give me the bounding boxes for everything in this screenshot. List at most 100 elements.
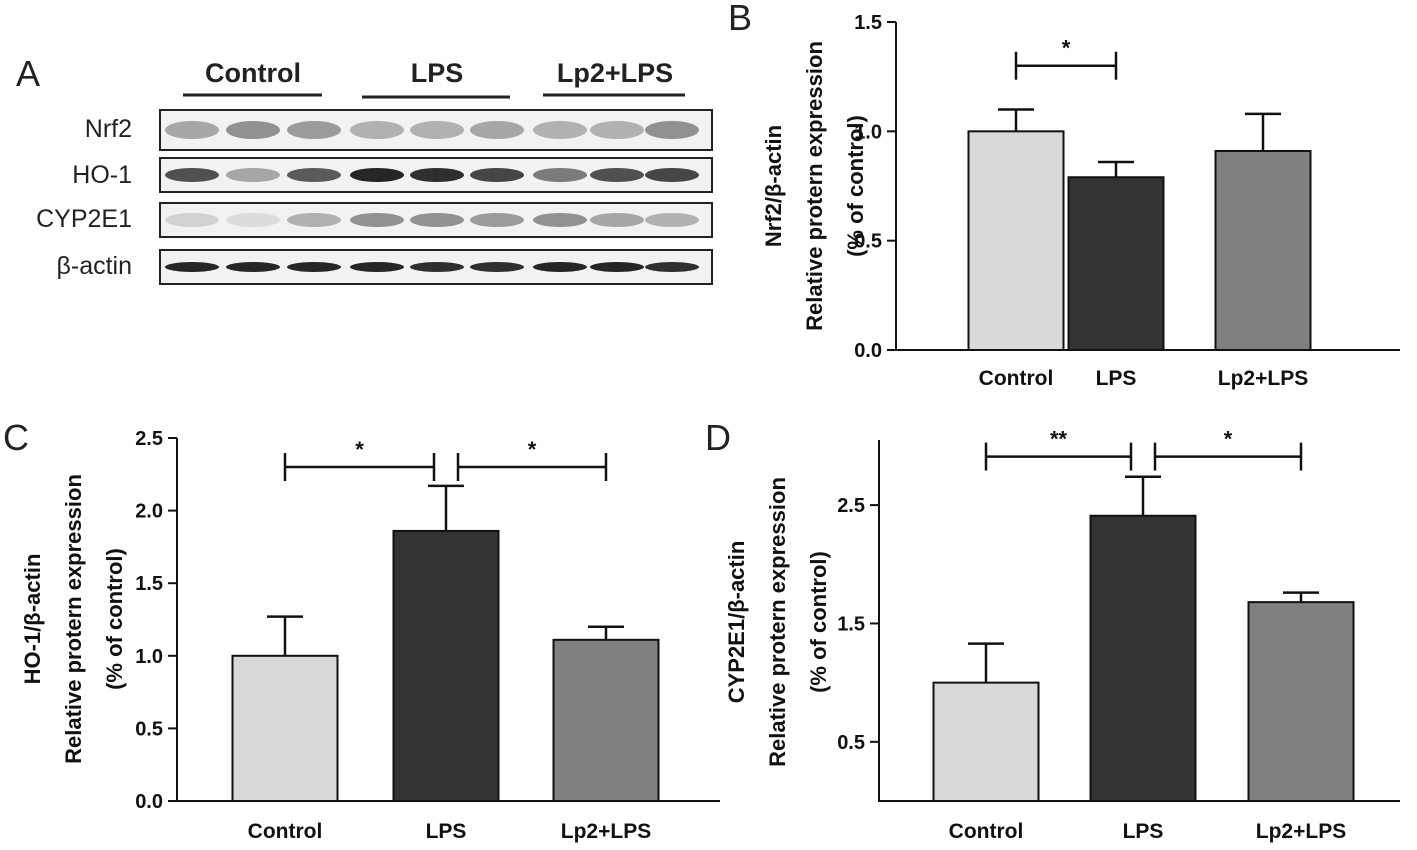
chart-c-ho1: C 0.0 0.5 1.0 1.5 2.0 2.5 HO-1/β-actin Relative …: [3, 417, 720, 843]
chart-d-category-label-control: Control: [949, 820, 1024, 843]
chart-d-sig-label-1: *: [1224, 427, 1233, 452]
chart-b-ytick-label-0: 0.0: [854, 340, 882, 362]
blot-band-beta-actin-lane-7: [533, 262, 587, 272]
chart-c-ytick-label-4: 2.0: [135, 501, 163, 523]
blot-band-ho-1-lane-9: [645, 168, 699, 182]
blot-band-ho-1-lane-3: [287, 168, 341, 182]
blot-band-ho-1-lane-6: [470, 168, 524, 182]
blot-band-nrf2-lane-8: [590, 121, 644, 139]
chart-c-category-label-control: Control: [248, 820, 323, 843]
chart-b-category-label-lps: LPS: [1096, 367, 1137, 390]
blot-band-cyp2e1-lane-7: [533, 213, 587, 227]
blot-row-label-beta-actin: β-actin: [56, 252, 132, 280]
chart-c-bar-lps: [392, 529, 500, 802]
blot-group-label-lps: LPS: [411, 58, 464, 88]
blot-band-ho-1-lane-1: [165, 168, 219, 182]
chart-b-panel-letter: B: [728, 0, 752, 38]
chart-d-category-label-lps: LPS: [1123, 820, 1164, 843]
blot-band-cyp2e1-lane-8: [590, 213, 644, 227]
blot-band-cyp2e1-lane-9: [645, 213, 699, 227]
chart-b-bar-lp2-lps: [1214, 150, 1312, 351]
blot-row-label-cyp2e1: CYP2E1: [36, 205, 132, 233]
blot-band-ho-1-lane-2: [226, 168, 280, 182]
blot-band-cyp2e1-lane-3: [287, 213, 341, 227]
blot-band-nrf2-lane-1: [165, 121, 219, 139]
chart-b-nrf2: B 0.0 0.5 1.0 1.5 Nrf2/β-actin Relative proter…: [728, 0, 1400, 390]
chart-d-cyp2e1: D 0.5 1.5 2.5 CYP2E1/β-actin Relative protern…: [705, 417, 1400, 843]
blot-band-beta-actin-lane-2: [226, 262, 280, 272]
blot-band-cyp2e1-lane-4: [350, 213, 404, 227]
chart-c-sig-label-0: *: [355, 437, 364, 462]
chart-b-ylabel-line-1: Nrf2/β-actin: [761, 125, 786, 247]
blot-band-ho-1-lane-8: [590, 168, 644, 182]
blot-band-beta-actin-lane-9: [645, 262, 699, 272]
blot-band-nrf2-lane-7: [533, 121, 587, 139]
chart-d-ylabel-line-3: (% of control): [806, 551, 831, 693]
blot-band-ho-1-lane-5: [410, 168, 464, 182]
chart-c-ytick-label-3: 1.5: [135, 573, 163, 595]
chart-b-bar-control: [967, 130, 1065, 351]
chart-b-ylabel-line-2: Relative protern expression: [802, 41, 827, 331]
chart-c-ytick-label-5: 2.5: [135, 428, 163, 450]
blot-band-nrf2-lane-4: [350, 121, 404, 139]
chart-c-bar-control: [231, 654, 339, 802]
blot-row-label-nrf2: Nrf2: [85, 115, 132, 143]
panel-a-western-blot: A Control LPS Lp2+LPS Nrf2 HO-1 CYP2E1 β…: [16, 53, 713, 285]
blot-band-beta-actin-lane-5: [410, 262, 464, 272]
chart-b-ytick-label-1: 0.5: [854, 231, 882, 253]
chart-b-category-label-lp2-lps: Lp2+LPS: [1218, 367, 1308, 390]
chart-c-ytick-label-1: 0.5: [135, 718, 163, 740]
chart-d-ytick-label-2: 2.5: [837, 495, 865, 517]
chart-c-ylabel-line-1: HO-1/β-actin: [20, 554, 45, 685]
chart-c-ylabel-line-2: Relative protern expression: [61, 474, 86, 764]
blot-band-nrf2-lane-3: [287, 121, 341, 139]
blot-band-nrf2-lane-6: [470, 121, 524, 139]
blot-band-nrf2-lane-5: [410, 121, 464, 139]
chart-b-ylabel-line-3: (% of control): [843, 115, 868, 257]
chart-d-ylabel-line-2: Relative protern expression: [765, 477, 790, 767]
blot-band-cyp2e1-lane-6: [470, 213, 524, 227]
blot-strip-nrf2: [159, 109, 713, 151]
chart-c-bar-lp2-lps: [552, 638, 660, 802]
blot-band-beta-actin-lane-6: [470, 262, 524, 272]
chart-d-category-label-lp2-lps: Lp2+LPS: [1256, 820, 1346, 843]
chart-b-bar-lps: [1067, 176, 1165, 351]
chart-b-ytick-label-3: 1.5: [854, 12, 882, 34]
blot-band-cyp2e1-lane-5: [410, 213, 464, 227]
chart-b-ytick-label-2: 1.0: [854, 121, 882, 143]
blot-band-beta-actin-lane-3: [287, 262, 341, 272]
chart-b-category-label-control: Control: [979, 367, 1054, 390]
blot-row-label-ho1: HO-1: [72, 161, 132, 189]
blot-band-ho-1-lane-4: [350, 168, 404, 182]
chart-c-category-label-lps: LPS: [426, 820, 467, 843]
chart-c-sig-label-1: *: [528, 437, 537, 462]
chart-b-sig-label-0: *: [1062, 36, 1071, 61]
chart-d-ytick-label-0: 0.5: [837, 732, 865, 754]
blot-group-label-control: Control: [205, 58, 301, 88]
blot-strip-cyp2e1: [159, 202, 713, 238]
chart-c-ylabel-line-3: (% of control): [102, 548, 127, 690]
chart-c-ytick-label-2: 1.0: [135, 646, 163, 668]
chart-c-panel-letter: C: [3, 417, 29, 458]
blot-band-cyp2e1-lane-2: [226, 213, 280, 227]
blot-band-nrf2-lane-2: [226, 121, 280, 139]
blot-band-ho-1-lane-7: [533, 168, 587, 182]
chart-d-bar-lp2-lps: [1247, 601, 1355, 803]
panel-a-letter: A: [16, 53, 40, 94]
chart-d-bar-control: [932, 681, 1040, 802]
chart-d-ytick-label-1: 1.5: [837, 613, 865, 635]
blot-band-cyp2e1-lane-1: [165, 213, 219, 227]
blot-group-label-lp2-lps: Lp2+LPS: [557, 58, 673, 88]
chart-d-ylabel-line-1: CYP2E1/β-actin: [724, 541, 749, 704]
blot-strips: [159, 109, 713, 285]
blot-band-beta-actin-lane-4: [350, 262, 404, 272]
blot-band-beta-actin-lane-1: [165, 262, 219, 272]
chart-d-bar-lps: [1089, 514, 1197, 802]
blot-band-beta-actin-lane-8: [590, 262, 644, 272]
chart-d-sig-label-0: **: [1050, 427, 1068, 452]
chart-d-panel-letter: D: [705, 417, 731, 458]
chart-c-category-label-lp2-lps: Lp2+LPS: [561, 820, 651, 843]
chart-c-ytick-label-0: 0.0: [135, 791, 163, 813]
blot-band-nrf2-lane-9: [645, 121, 699, 139]
